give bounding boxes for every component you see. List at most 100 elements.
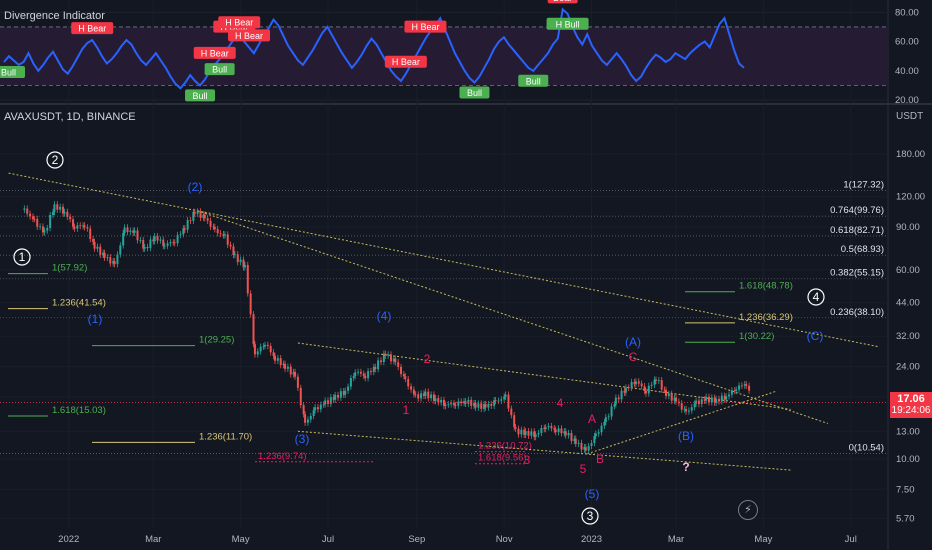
candle-body xyxy=(62,206,65,214)
rsi-tick-label: 80.00 xyxy=(895,7,919,18)
divergence-label-text: Bear xyxy=(553,0,572,3)
candle-body xyxy=(613,404,616,407)
candle-body xyxy=(289,366,292,375)
candle-body xyxy=(51,212,54,216)
candle-body xyxy=(412,389,415,395)
candle-body xyxy=(192,211,195,221)
price-tick-label: 10.00 xyxy=(896,454,920,465)
candle-body xyxy=(665,389,667,397)
candle-body xyxy=(269,346,272,353)
candle-body xyxy=(26,208,29,214)
candle-body xyxy=(102,252,105,255)
extension-label: 1.236(10.72) xyxy=(478,441,532,452)
fib-level-label: 0.382(55.15) xyxy=(830,268,884,279)
candle-body xyxy=(607,416,610,418)
wave-label: A xyxy=(588,412,596,426)
candle-body xyxy=(63,211,66,214)
candle-body xyxy=(543,428,546,430)
candle-body xyxy=(69,216,72,220)
divergence-label-text: Bull xyxy=(526,76,541,86)
candle-body xyxy=(362,373,365,376)
candle-body xyxy=(79,225,82,227)
candle-body xyxy=(153,236,156,242)
candle-body xyxy=(202,214,205,218)
divergence-label-text: H Bear xyxy=(235,31,263,41)
candle-body xyxy=(653,379,656,385)
candle-body xyxy=(232,246,235,256)
candle-body xyxy=(647,385,650,394)
candle-body xyxy=(397,362,400,367)
candle-body xyxy=(554,429,557,433)
price-tick-label: 60.00 xyxy=(896,265,920,276)
extension-label: 1(57.92) xyxy=(52,263,87,274)
divergence-label-bull: Bull xyxy=(185,89,216,102)
candle-body xyxy=(292,371,295,375)
candle-body xyxy=(427,391,430,399)
time-tick-label: 2022 xyxy=(58,534,79,545)
candle-body xyxy=(369,371,372,373)
candle-body xyxy=(644,390,647,394)
symbol-title: AVAXUSDT, 1D, BINANCE xyxy=(4,111,136,123)
candle-body xyxy=(637,381,640,384)
wave-label: B xyxy=(596,452,604,466)
divergence-label-bull: H Bull xyxy=(546,17,589,30)
candle-body xyxy=(109,257,112,264)
divergence-label-bear: H Bear xyxy=(71,22,114,35)
candle-body xyxy=(33,218,36,220)
candle-body xyxy=(387,354,390,356)
candle-body xyxy=(136,230,139,241)
candle-body xyxy=(176,235,179,244)
candle-body xyxy=(302,405,305,415)
candle-body xyxy=(236,254,239,263)
divergence-label-text: H Bull xyxy=(556,19,580,29)
extension-label: 1.618(48.78) xyxy=(739,281,793,292)
time-tick-label: Nov xyxy=(496,534,513,545)
wave-label: (C) xyxy=(807,329,824,343)
price-pane[interactable]: 1(127.32) 0.764(99.76) 0.618(82.71) 0.5(68.… xyxy=(0,151,888,525)
candle-body xyxy=(527,431,530,436)
candle-body xyxy=(463,401,466,404)
candle-body xyxy=(159,239,162,241)
candle-body xyxy=(725,396,728,400)
candle-body xyxy=(424,391,427,396)
candle-body xyxy=(733,390,736,392)
candle-body xyxy=(654,379,657,381)
divergence-indicator-pane[interactable]: H Bull H Bear H Bear H Bear Bull Bull H Bear H … xyxy=(0,0,888,102)
extension-label: 1.236(9.74) xyxy=(258,451,307,462)
divergence-label-bear: H Bear xyxy=(193,46,236,59)
candle-body xyxy=(553,428,556,430)
candle-body xyxy=(339,391,342,398)
goto-realtime-icon[interactable]: ⚡ xyxy=(738,500,758,520)
candle-body xyxy=(246,264,249,294)
divergence-label-bear: H Bear xyxy=(218,16,261,29)
candle-body xyxy=(163,245,166,247)
candle-body xyxy=(222,234,225,236)
candle-body xyxy=(266,344,269,347)
candle-body xyxy=(179,234,182,236)
wave-label-circle xyxy=(46,151,64,169)
candle-body xyxy=(697,400,700,404)
trend-line xyxy=(587,390,777,455)
candle-body xyxy=(740,385,743,387)
candle-body xyxy=(550,426,553,429)
candle-body xyxy=(249,293,252,315)
candle-body xyxy=(112,261,115,264)
candle-body xyxy=(590,443,593,447)
time-tick-label: Mar xyxy=(668,534,684,545)
candle-body xyxy=(82,225,85,227)
candle-body xyxy=(92,238,95,242)
candle-body xyxy=(226,234,229,245)
price-tick-label: 32.00 xyxy=(896,331,920,342)
candle-body xyxy=(643,386,646,391)
candle-body xyxy=(503,396,506,400)
candle-body xyxy=(41,226,44,233)
candle-body xyxy=(233,254,236,256)
candle-body xyxy=(284,363,287,369)
candle-body xyxy=(660,380,663,390)
candle-body xyxy=(43,230,46,233)
divergence-label-bear: H Bear xyxy=(404,20,447,33)
last-price-value: 17.06 xyxy=(897,393,925,405)
candle-body xyxy=(342,391,345,395)
